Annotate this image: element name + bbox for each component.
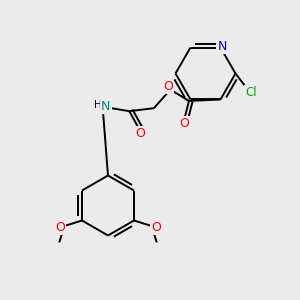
Text: O: O bbox=[163, 80, 173, 93]
Text: H: H bbox=[94, 100, 102, 110]
Text: O: O bbox=[136, 127, 145, 140]
Text: O: O bbox=[151, 221, 161, 234]
Text: O: O bbox=[55, 221, 65, 234]
Text: Cl: Cl bbox=[245, 86, 257, 99]
Text: N: N bbox=[101, 100, 111, 112]
Text: N: N bbox=[217, 40, 227, 53]
Text: O: O bbox=[179, 117, 189, 130]
